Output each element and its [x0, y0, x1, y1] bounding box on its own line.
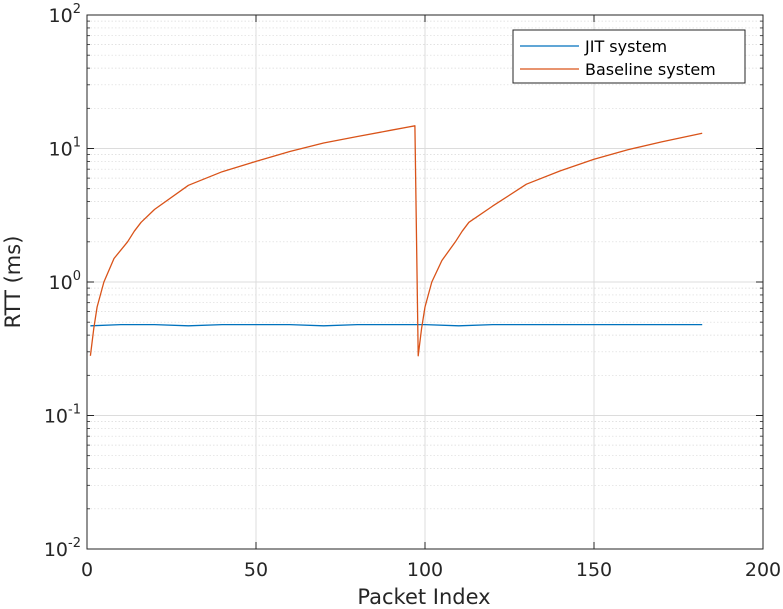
jit-system-line: [90, 323, 703, 327]
legend-label-baseline: Baseline system: [585, 60, 716, 79]
series-lines: [89, 125, 703, 357]
legend: JIT system Baseline system: [512, 29, 746, 84]
x-tick-label: 50: [244, 559, 268, 581]
y-tick-label: 10-2: [44, 536, 81, 561]
legend-box: [512, 29, 746, 84]
x-tick-label: 100: [407, 559, 443, 581]
y-axis-tick-labels: 10-2 10-1 100 101 102: [44, 2, 81, 561]
legend-label-jit: JIT system: [584, 37, 667, 56]
baseline-system-line: [89, 125, 703, 357]
y-tick-label: 100: [49, 269, 81, 294]
axis-tick-marks: [86, 14, 764, 550]
y-tick-label: 101: [49, 136, 81, 161]
x-tick-label: 0: [81, 559, 93, 581]
grid: [86, 14, 764, 550]
x-axis-tick-labels: 0 50 100 150 200: [81, 559, 781, 581]
y-tick-label: 102: [49, 2, 81, 27]
y-tick-label: 10-1: [44, 403, 81, 428]
x-tick-label: 150: [576, 559, 612, 581]
y-axis-title: RTT (ms): [1, 236, 25, 329]
x-axis-title: Packet Index: [357, 585, 490, 609]
x-tick-label: 200: [745, 559, 781, 581]
